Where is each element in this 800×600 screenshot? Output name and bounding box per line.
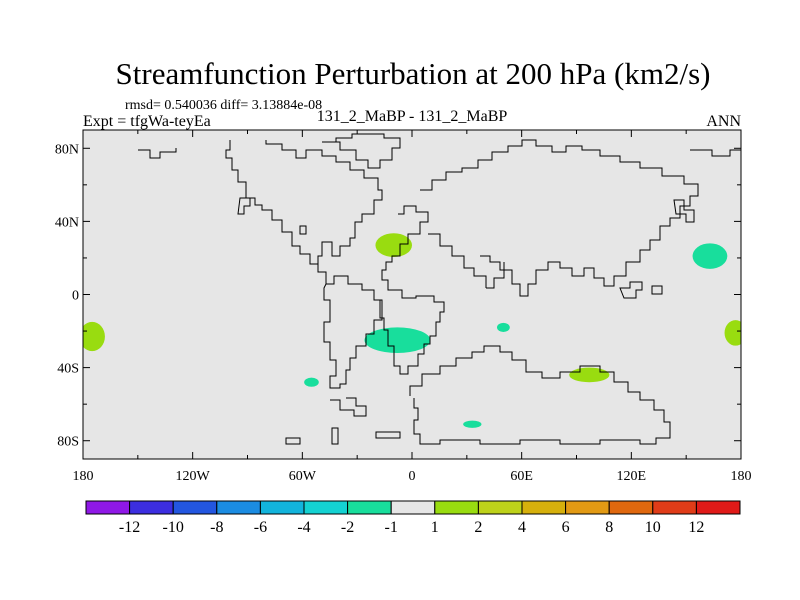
y-tick-label-4: 80S bbox=[57, 435, 79, 450]
colorbar-box-11 bbox=[565, 500, 610, 515]
colorbar-box-14 bbox=[695, 500, 741, 515]
colorbar-label-2: -8 bbox=[210, 519, 223, 536]
anomaly-negative-8 bbox=[463, 420, 482, 428]
colorbar-box-12 bbox=[608, 500, 654, 515]
anomaly-positive-0 bbox=[375, 233, 412, 258]
x-tick-label-1: 120W bbox=[176, 469, 211, 484]
coastline-central-america bbox=[317, 264, 327, 284]
colorbar-box-1 bbox=[129, 500, 174, 515]
colorbar-box-7 bbox=[390, 500, 436, 515]
anomaly-positive-3 bbox=[569, 367, 610, 383]
colorbar-boxes bbox=[85, 500, 741, 515]
anomaly-positive-1 bbox=[83, 321, 105, 352]
colorbar-box-6 bbox=[347, 500, 392, 515]
anomaly-negative-6 bbox=[496, 322, 510, 332]
anomaly-negative-4 bbox=[692, 243, 728, 269]
colorbar-label-9: 4 bbox=[518, 519, 526, 536]
map-plot: 180 120W 60W 0 60E 120E 180 80N 40N 0 40S 80S bbox=[55, 129, 752, 484]
experiment-label: Expt = tfgWa-teyEa bbox=[83, 113, 211, 130]
colorbar-label-6: -1 bbox=[385, 519, 398, 536]
coastline-maritime bbox=[619, 281, 663, 299]
axis-ticks bbox=[82, 130, 742, 459]
anomaly-negative-5 bbox=[364, 327, 431, 353]
x-tick-label-0: 180 bbox=[73, 469, 94, 484]
colorbar-box-4 bbox=[259, 500, 305, 515]
stats-line: rmsd= 0.540036 diff= 3.13884e-08 bbox=[125, 98, 322, 113]
colorbar-label-13: 12 bbox=[688, 519, 704, 536]
y-tick-label-1: 40N bbox=[55, 215, 79, 230]
colorbar-box-13 bbox=[652, 500, 697, 515]
coastline-arctic-islands bbox=[237, 197, 307, 235]
anomaly-positive-2 bbox=[724, 320, 741, 346]
coastline-siberia-north bbox=[690, 149, 741, 157]
colorbar-label-0: -12 bbox=[119, 519, 140, 536]
anomaly-layer bbox=[83, 233, 741, 428]
coastline-antarctic-islands bbox=[285, 427, 401, 445]
season-label: ANN bbox=[706, 113, 741, 130]
colorbar-label-3: -6 bbox=[254, 519, 267, 536]
coastline-arabia bbox=[486, 262, 505, 289]
coastline-antarctic-peninsula bbox=[330, 397, 367, 417]
coastline-asia bbox=[420, 139, 699, 297]
colorbar-label-12: 10 bbox=[645, 519, 661, 536]
colorbar-box-3 bbox=[216, 500, 261, 515]
x-tick-label-6: 180 bbox=[731, 469, 752, 484]
coastline-mediterranean bbox=[428, 233, 487, 288]
colorbar-box-0 bbox=[85, 500, 131, 515]
coastline-south-america bbox=[323, 275, 383, 389]
x-tick-label-2: 60W bbox=[289, 469, 317, 484]
x-tick-label-5: 120E bbox=[617, 469, 647, 484]
y-tick-label-3: 40S bbox=[57, 362, 79, 377]
colorbar-box-5 bbox=[303, 500, 349, 515]
y-tick-label-0: 80N bbox=[55, 142, 79, 157]
colorbar-label-5: -2 bbox=[341, 519, 354, 536]
colorbar-label-10: 6 bbox=[562, 519, 570, 536]
colorbar-label-1: -10 bbox=[163, 519, 184, 536]
axis-labels: 180 120W 60W 0 60E 120E 180 80N 40N 0 40S 80S bbox=[55, 142, 752, 484]
x-tick-label-4: 60E bbox=[510, 469, 533, 484]
coastline-greenland bbox=[322, 133, 401, 169]
coastline-alaska bbox=[138, 148, 177, 159]
colorbar-label-8: 2 bbox=[474, 519, 482, 536]
colorbar-box-8 bbox=[434, 500, 479, 515]
colorbar-label-4: -4 bbox=[297, 519, 310, 536]
colorbar-label-11: 8 bbox=[605, 519, 613, 536]
colorbar-labels: -12 -10 -8 -6 -4 -2 -1 1 2 4 6 8 10 12 bbox=[119, 519, 704, 536]
anomaly-negative-7 bbox=[304, 377, 319, 387]
colorbar-box-2 bbox=[172, 500, 218, 515]
coastline-japan bbox=[673, 199, 695, 223]
x-tick-label-3: 0 bbox=[409, 469, 416, 484]
chart-title: Streamfunction Perturbation at 200 hPa (… bbox=[116, 56, 711, 91]
colorbar-box-9 bbox=[477, 500, 523, 515]
colorbar-label-7: 1 bbox=[431, 519, 439, 536]
colorbar: -12 -10 -8 -6 -4 -2 -1 1 2 4 6 8 10 12 bbox=[85, 500, 741, 536]
coastline-antarctica bbox=[409, 345, 671, 445]
coastlines bbox=[138, 133, 741, 445]
case-label: 131_2_MaBP - 131_2_MaBP bbox=[317, 108, 508, 125]
y-tick-label-2: 0 bbox=[72, 289, 79, 304]
coastline-europe-africa bbox=[374, 205, 445, 375]
coastline-north-america bbox=[225, 140, 383, 265]
colorbar-box-10 bbox=[521, 500, 567, 515]
map-background bbox=[83, 130, 741, 459]
